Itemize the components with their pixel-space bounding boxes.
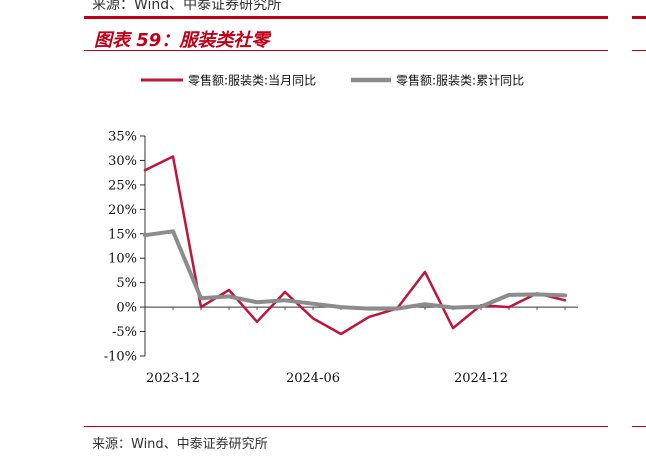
x-tick-label: 2024-12 <box>454 371 508 386</box>
top-source-note: 来源：Wind、中泰证券研究所 <box>92 0 282 13</box>
y-tick-label: 35% <box>108 130 137 145</box>
figure-title: 图表 59：服装类社零 <box>94 30 270 51</box>
y-tick-label: 25% <box>108 178 137 193</box>
x-tick-label: 2023-12 <box>146 371 200 386</box>
y-tick-label: -10% <box>104 350 137 365</box>
legend-label: 零售额:服装类:当月同比 <box>188 73 316 88</box>
source-note: 来源：Wind、中泰证券研究所 <box>92 437 268 452</box>
title-underline <box>84 50 608 51</box>
chart-series-layer <box>143 155 567 336</box>
header-rule <box>84 16 608 19</box>
adjacent-column-rule <box>632 16 646 19</box>
y-tick-label: 0% <box>116 301 137 316</box>
adjacent-column-footer-rule <box>632 426 646 427</box>
y-tick-label: 15% <box>108 227 137 242</box>
chart-legend: 零售额:服装类:当月同比 零售额:服装类:累计同比 <box>141 73 524 88</box>
chart-axes: -10% -5% 0% 5% 10% 15% 20% 25% 30% 35% 2023-12 2024… <box>104 130 578 386</box>
series-line-cumulative-yoy <box>143 229 567 311</box>
y-tick-label: 20% <box>108 203 137 218</box>
footer-rule <box>84 426 608 427</box>
y-tick-label: 30% <box>108 154 137 169</box>
y-tick-label: 5% <box>116 276 137 291</box>
y-tick-label: 10% <box>108 252 137 267</box>
adjacent-column-underline <box>632 50 646 51</box>
legend-label: 零售额:服装类:累计同比 <box>396 73 524 88</box>
y-tick-label: -5% <box>112 325 137 340</box>
x-tick-label: 2024-06 <box>286 371 340 386</box>
